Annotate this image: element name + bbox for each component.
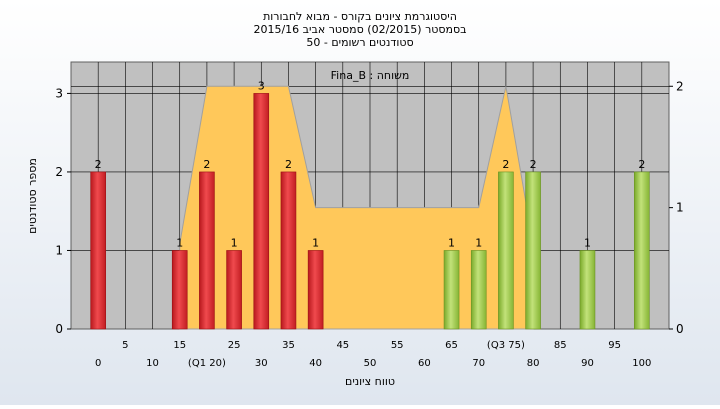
x-tick-label: 50: [364, 358, 377, 369]
x-tick-label: 80: [527, 358, 540, 369]
bar: [280, 171, 297, 330]
x-tick-label: (Q1 20): [188, 358, 226, 369]
x-tick-label: 5: [122, 340, 128, 351]
x-tick-label: 35: [282, 340, 295, 351]
bar: [226, 250, 242, 330]
y2-axis-ticks: 0 1 2: [669, 79, 684, 336]
x-tick-label: 40: [309, 358, 322, 369]
legend-label: משוחה : Fina_B: [331, 69, 410, 82]
y2-tick-label: 0: [676, 322, 684, 336]
x-axis-label: טווח ציונים: [345, 375, 395, 388]
y-axis-label: מספר סטודנטים: [26, 158, 39, 234]
x-tick-label: 25: [228, 340, 241, 351]
x-tick-label: (Q3 75): [487, 340, 525, 351]
bar: [90, 171, 106, 330]
x-tick-label: 30: [255, 358, 268, 369]
x-tick-label: 45: [336, 340, 349, 351]
y-tick-label: 2: [55, 165, 63, 179]
bar-value-label: 1: [231, 236, 238, 249]
bar-value-label: 2: [203, 158, 210, 171]
bar: [634, 171, 650, 330]
bar-value-label: 2: [638, 158, 645, 171]
chart-title-line-3: סטודנטים רשומים - 50: [306, 36, 413, 49]
y-tick-label: 1: [55, 243, 63, 257]
bar: [307, 250, 324, 330]
bar: [525, 171, 541, 330]
bar-value-label: 3: [258, 79, 265, 92]
x-tick-label: 65: [445, 340, 458, 351]
x-tick-label: 85: [554, 340, 567, 351]
x-tick-label: 15: [173, 340, 186, 351]
bar-value-label: 1: [176, 236, 183, 249]
y2-tick-label: 2: [676, 79, 684, 93]
bar: [199, 171, 215, 330]
x-tick-label: 10: [146, 358, 159, 369]
bar: [253, 93, 270, 330]
y2-tick-label: 1: [676, 201, 684, 215]
y-axis-ticks: 0 1 2 3: [55, 86, 71, 336]
chart-title-line-2: בסמסטר (02/2015) סמסטר אביב 2015/16: [253, 23, 466, 36]
x-tick-label: 95: [608, 340, 621, 351]
x-tick-label: 100: [632, 358, 651, 369]
y-tick-label: 3: [55, 86, 63, 100]
bar: [579, 250, 596, 330]
x-axis-ticks: 0 5 10 15(Q1 20)25 30 35 40 45 50 55 60 65 70(Q3 75)…: [95, 340, 651, 369]
bar: [470, 250, 487, 330]
bar-value-label: 2: [530, 158, 537, 171]
x-tick-label: 55: [391, 340, 404, 351]
bar-value-label: 1: [584, 236, 591, 249]
bar: [498, 171, 514, 330]
bar: [443, 250, 460, 330]
bars: 2 1 2 1 3 2 1 1 1 2 2 1 2: [90, 79, 650, 330]
chart-title-line-1: היסטוגרמת ציונים בקורס - מבוא לחבורות: [263, 10, 457, 23]
bar-value-label: 1: [312, 236, 319, 249]
x-tick-label: 0: [95, 358, 101, 369]
bar-value-label: 1: [475, 236, 482, 249]
x-tick-label: 90: [581, 358, 594, 369]
x-tick-label: 70: [472, 358, 485, 369]
bar-value-label: 2: [502, 158, 509, 171]
bar-value-label: 2: [285, 158, 292, 171]
x-tick-label: 60: [418, 358, 431, 369]
bar: [171, 250, 188, 330]
y-tick-label: 0: [55, 322, 63, 336]
bar-value-label: 2: [95, 158, 102, 171]
bar-value-label: 1: [448, 236, 455, 249]
